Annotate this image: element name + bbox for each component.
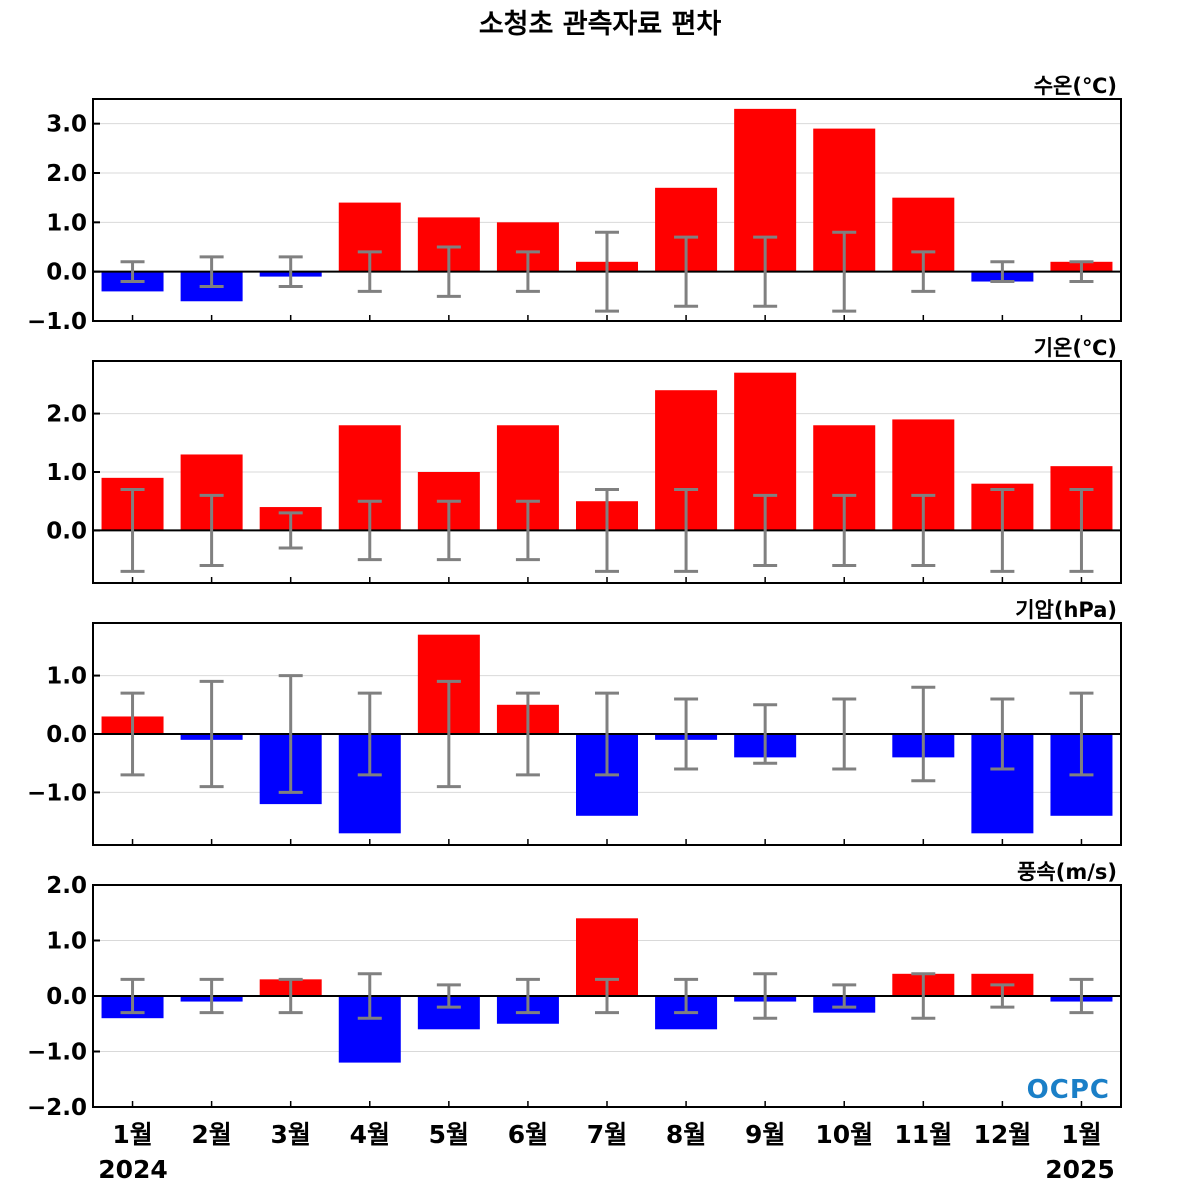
y-tick-label: 0.0	[46, 984, 87, 1010]
error-bar	[674, 697, 699, 771]
error-bar	[278, 674, 303, 794]
error-bar	[753, 972, 778, 1020]
x-tick-label: 11월	[894, 1120, 952, 1149]
error-bar	[595, 977, 619, 1015]
error-bar	[990, 488, 1015, 573]
x-tick-label: 4월	[350, 1120, 390, 1149]
error-bar	[832, 493, 857, 567]
unit-label: 기압(hPa)	[1015, 598, 1117, 622]
error-bar	[990, 983, 1015, 1009]
y-tick-label: 2.0	[46, 402, 87, 428]
error-bar	[515, 499, 540, 562]
error-bar	[515, 250, 540, 293]
y-tick-label: 0.0	[46, 518, 87, 544]
error-bar	[120, 260, 145, 284]
error-bar	[1069, 691, 1094, 777]
x-tick-label: 2월	[191, 1120, 231, 1149]
y-tick-label: −1.0	[27, 309, 87, 335]
error-bar	[436, 245, 461, 298]
error-bar	[595, 488, 619, 573]
y-tick-label: 0.0	[46, 260, 87, 286]
error-bar	[278, 511, 303, 550]
panels-group: −1.00.01.02.03.0수온(℃)0.01.02.0기온(℃)−1.00…	[27, 74, 1122, 1121]
year-end-label: 2025	[1045, 1155, 1115, 1184]
panel-2: 0.0 1.0 2.0 기온(℃)	[46, 336, 1122, 584]
panel-4: −2.0 −1.0 0.0 1.0 2.0 풍속(m/s)	[27, 860, 1122, 1121]
unit-label: 풍속(m/s)	[1017, 860, 1117, 884]
x-tick-label: 8월	[666, 1120, 706, 1149]
error-bar	[357, 972, 382, 1020]
error-bar	[120, 977, 145, 1015]
error-bar	[199, 977, 224, 1015]
error-bar	[357, 691, 382, 777]
error-bar	[911, 250, 936, 293]
x-tick-label: 9월	[745, 1120, 785, 1149]
x-tick-label: 1월	[112, 1120, 152, 1149]
error-bar	[911, 972, 936, 1020]
y-tick-label: −1.0	[27, 780, 87, 806]
ocpc-logo: OCPC	[1027, 1075, 1110, 1105]
error-bar	[436, 679, 461, 789]
error-bar	[911, 493, 936, 567]
x-tick-label: 10월	[815, 1120, 873, 1149]
year-start-label: 2024	[98, 1155, 168, 1184]
x-tick-label: 6월	[508, 1120, 548, 1149]
error-bar	[674, 977, 699, 1015]
error-bar	[199, 679, 224, 789]
y-tick-label: 1.0	[46, 460, 87, 486]
error-bar	[199, 493, 224, 567]
error-bar	[674, 235, 699, 308]
y-tick-label: 1.0	[46, 664, 87, 690]
error-bar	[199, 255, 224, 288]
error-bar	[120, 691, 145, 777]
y-tick-label: −1.0	[27, 1040, 87, 1066]
unit-label: 기온(℃)	[1034, 336, 1117, 360]
error-bar	[595, 691, 619, 777]
error-bar	[990, 260, 1015, 284]
y-tick-label: 3.0	[46, 112, 87, 138]
error-bar	[1069, 977, 1094, 1015]
error-bar	[515, 691, 540, 777]
error-bar	[357, 499, 382, 562]
error-bar	[832, 983, 857, 1009]
y-tick-label: −2.0	[27, 1095, 87, 1121]
error-bar	[753, 493, 778, 567]
error-bar	[278, 255, 303, 288]
unit-label: 수온(℃)	[1034, 74, 1117, 98]
y-tick-label: 2.0	[46, 161, 87, 187]
error-bar	[911, 685, 936, 783]
error-bar	[1069, 260, 1094, 284]
error-bar	[120, 488, 145, 573]
error-bar	[436, 499, 461, 562]
x-axis-labels: 1월 2월 3월 4월 5월 6월 7월 8월 9월 10월 11월 12월 1월	[112, 1120, 1101, 1149]
chart-title: 소청초 관측자료 편차	[479, 9, 722, 40]
error-bar	[1069, 488, 1094, 573]
error-bar	[515, 977, 540, 1015]
panel-1: −1.0 0.0 1.0 2.0 3.0 수온(℃)	[27, 74, 1122, 335]
panel-3: −1.0 0.0 1.0 기압(hPa)	[27, 598, 1122, 846]
error-bar	[832, 697, 857, 771]
error-bar	[674, 488, 699, 573]
error-bar	[990, 697, 1015, 771]
y-tick-label: 2.0	[46, 873, 87, 899]
x-tick-label: 1월	[1061, 1120, 1101, 1149]
y-tick-label: 1.0	[46, 210, 87, 236]
y-tick-label: 1.0	[46, 929, 87, 955]
x-tick-label: 3월	[270, 1120, 310, 1149]
x-tick-label: 5월	[429, 1120, 469, 1149]
error-bar	[832, 230, 857, 313]
error-bar	[278, 977, 303, 1015]
x-tick-label: 12월	[973, 1120, 1031, 1149]
error-bar	[753, 703, 778, 765]
error-bar	[357, 250, 382, 293]
y-tick-label: 0.0	[46, 722, 87, 748]
x-tick-label: 7월	[587, 1120, 627, 1149]
error-bar	[753, 235, 778, 308]
error-bar	[436, 983, 461, 1009]
error-bar	[595, 230, 619, 313]
